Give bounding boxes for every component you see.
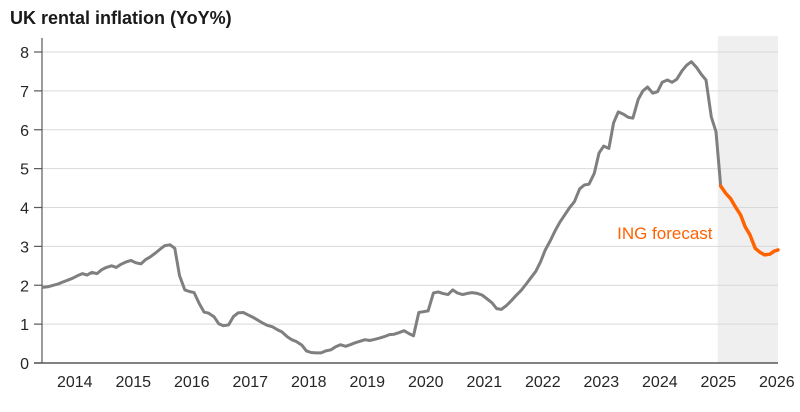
y-axis-tick-label: 0	[20, 356, 29, 373]
y-axis-tick-label: 4	[20, 201, 29, 218]
forecast-annotation-label: ING forecast	[617, 224, 713, 243]
y-axis-tick-label: 7	[20, 84, 29, 101]
x-axis-tick-label: 2021	[467, 374, 503, 391]
x-axis-tick-label: 2024	[642, 374, 678, 391]
x-axis-tick-label: 2019	[349, 374, 385, 391]
x-axis-tick-label: 2026	[759, 374, 795, 391]
x-axis-tick-label: 2025	[701, 374, 737, 391]
y-axis-tick-label: 1	[20, 317, 29, 334]
x-axis-tick-label: 2016	[174, 374, 210, 391]
y-axis-tick-label: 3	[20, 239, 29, 256]
historical-series-line	[41, 60, 723, 355]
x-axis-tick-label: 2017	[232, 374, 268, 391]
forecast-series-line	[718, 184, 780, 257]
y-axis-tick-label: 5	[20, 162, 29, 179]
x-axis-tick-label: 2015	[115, 374, 151, 391]
x-axis-tick-label: 2020	[408, 374, 444, 391]
y-axis-tick-label: 2	[20, 278, 29, 295]
x-axis-tick-label: 2018	[291, 374, 327, 391]
chart-title: UK rental inflation (YoY%)	[10, 8, 232, 28]
y-axis-tick-label: 8	[20, 45, 29, 62]
x-axis-tick-label: 2023	[584, 374, 620, 391]
x-axis-tick-label: 2022	[525, 374, 561, 391]
x-axis-tick-label: 2014	[57, 374, 93, 391]
forecast-band	[717, 36, 778, 363]
y-axis-tick-label: 6	[20, 123, 29, 140]
